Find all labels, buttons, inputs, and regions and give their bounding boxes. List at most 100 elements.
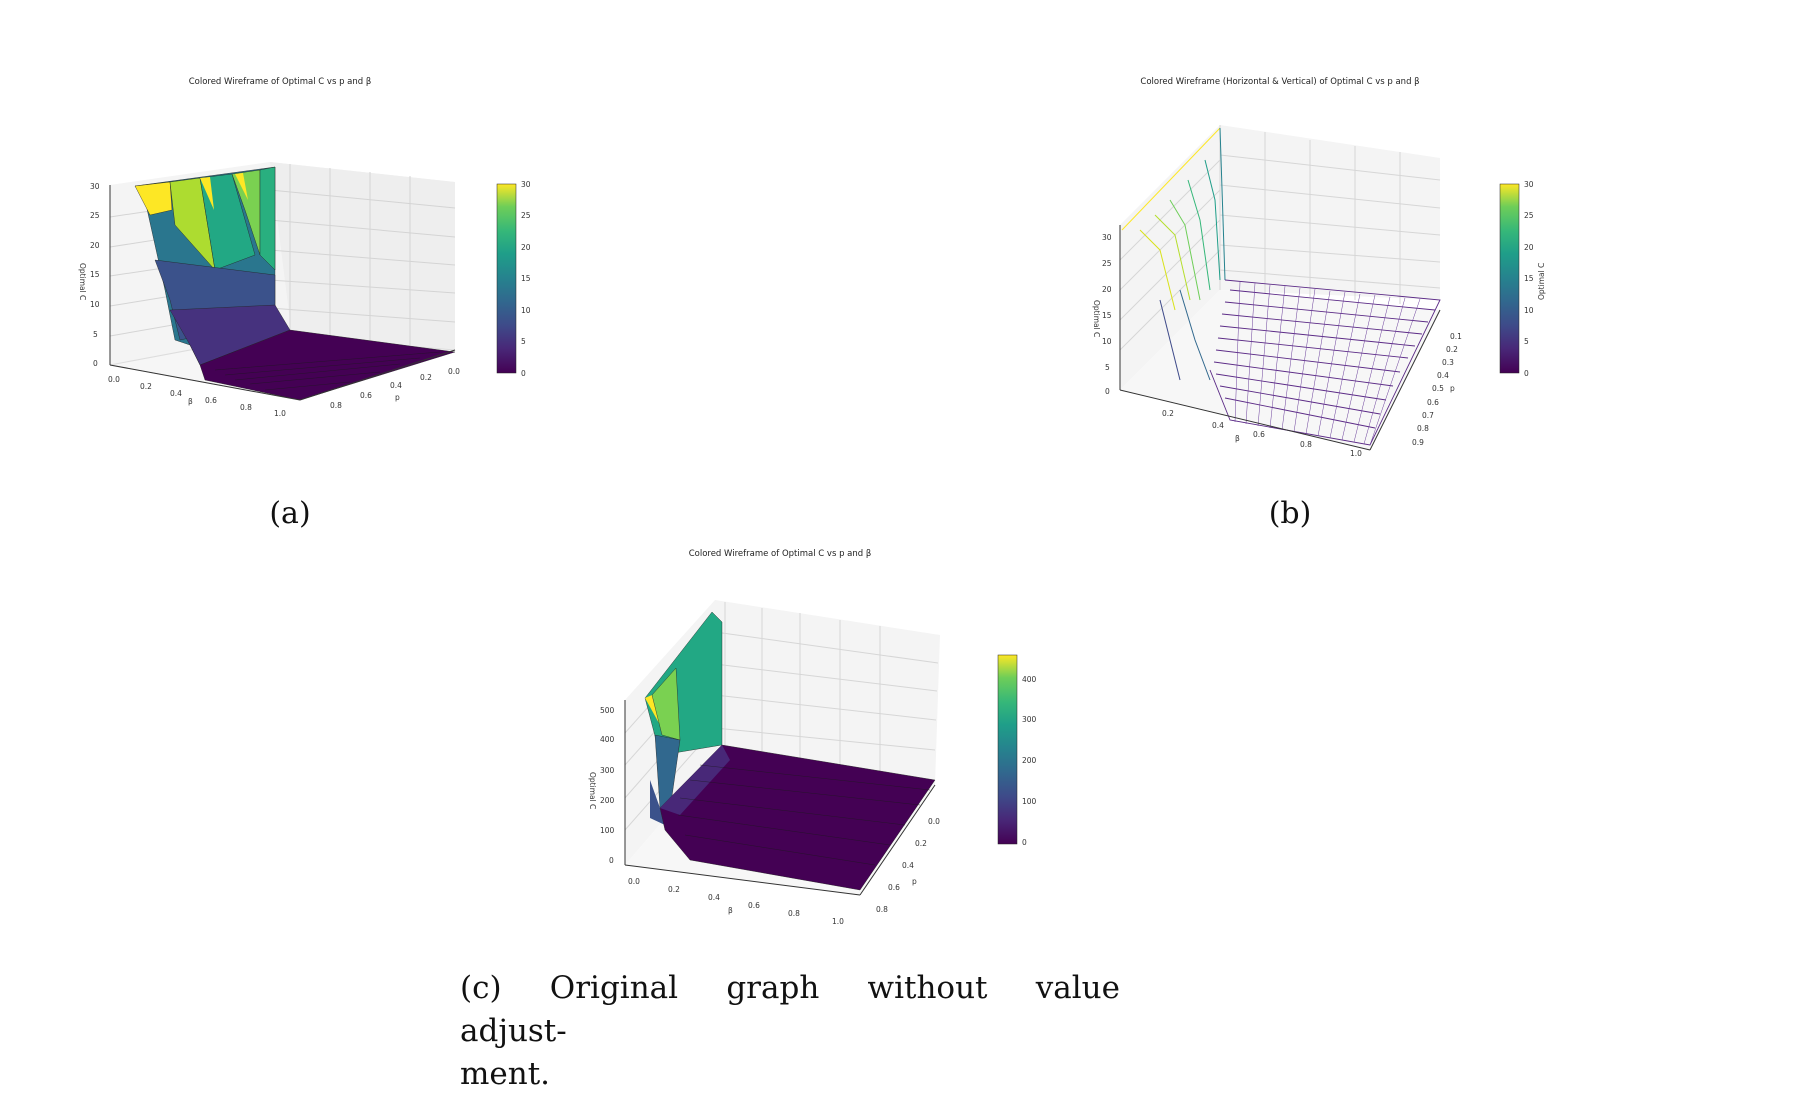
figure-b: Colored Wireframe (Horizontal & Vertical… — [1050, 0, 1812, 540]
figure-c-caption-line1: (c) Original graph without value adjust- — [460, 970, 1120, 1049]
svg-text:0.1: 0.1 — [1450, 332, 1462, 341]
svg-text:400: 400 — [600, 735, 615, 744]
svg-text:β: β — [188, 397, 193, 406]
svg-text:0.9: 0.9 — [1412, 438, 1424, 447]
svg-text:300: 300 — [600, 766, 615, 775]
svg-text:15: 15 — [521, 274, 531, 283]
svg-text:0.4: 0.4 — [1212, 421, 1224, 430]
svg-text:1.0: 1.0 — [1350, 449, 1362, 458]
svg-text:15: 15 — [1524, 274, 1534, 283]
svg-text:100: 100 — [1022, 797, 1037, 806]
svg-text:p: p — [912, 877, 917, 886]
svg-text:0.3: 0.3 — [1442, 358, 1454, 367]
figure-c-title: Colored Wireframe of Optimal C vs p and … — [688, 549, 872, 559]
svg-text:0.8: 0.8 — [240, 403, 252, 412]
svg-text:0.2: 0.2 — [1446, 345, 1458, 354]
svg-text:0.4: 0.4 — [1437, 371, 1449, 380]
svg-text:200: 200 — [600, 796, 615, 805]
svg-text:0.8: 0.8 — [330, 401, 342, 410]
svg-text:10: 10 — [521, 306, 531, 315]
svg-text:5: 5 — [1105, 363, 1110, 372]
svg-text:1.0: 1.0 — [832, 917, 844, 926]
svg-text:0.6: 0.6 — [205, 396, 217, 405]
colorbar-c — [997, 654, 1018, 845]
figure-a-caption: (a) — [269, 496, 311, 531]
svg-text:25: 25 — [1102, 259, 1112, 268]
svg-text:0.2: 0.2 — [915, 839, 927, 848]
svg-text:200: 200 — [1022, 756, 1037, 765]
svg-text:β: β — [728, 906, 733, 915]
svg-text:0.2: 0.2 — [668, 885, 680, 894]
svg-text:0: 0 — [1524, 369, 1529, 378]
figure-b-title: Colored Wireframe (Horizontal & Vertical… — [1140, 77, 1420, 87]
svg-text:15: 15 — [90, 270, 100, 279]
svg-text:0.6: 0.6 — [360, 391, 372, 400]
svg-text:0.2: 0.2 — [140, 382, 152, 391]
figure-b-plot: 30 25 20 15 10 5 0 0.2 0.4 0.6 0.8 1.0 β… — [1092, 125, 1546, 458]
colorbar-b — [1499, 183, 1520, 374]
svg-text:0.4: 0.4 — [170, 389, 182, 398]
svg-text:10: 10 — [90, 300, 100, 309]
svg-text:400: 400 — [1022, 675, 1037, 684]
figure-c-caption: (c) Original graph without value adjust-… — [460, 967, 1120, 1096]
svg-text:20: 20 — [1524, 243, 1534, 252]
svg-text:5: 5 — [93, 330, 98, 339]
svg-text:25: 25 — [521, 211, 531, 220]
figure-a: Colored Wireframe of Optimal C vs p and … — [0, 0, 600, 540]
svg-text:20: 20 — [521, 243, 531, 252]
svg-text:1.0: 1.0 — [274, 409, 286, 418]
svg-text:p: p — [395, 393, 400, 402]
svg-text:0.6: 0.6 — [1427, 398, 1439, 407]
svg-text:0: 0 — [521, 369, 526, 378]
svg-text:5: 5 — [1524, 337, 1529, 346]
figure-c: Colored Wireframe of Optimal C vs p and … — [0, 540, 1812, 1092]
colorbar-a — [496, 183, 517, 374]
svg-text:20: 20 — [90, 241, 100, 250]
svg-text:0.8: 0.8 — [876, 905, 888, 914]
svg-text:5: 5 — [521, 337, 526, 346]
svg-text:0.0: 0.0 — [448, 367, 460, 376]
svg-text:20: 20 — [1102, 285, 1112, 294]
svg-text:0.5: 0.5 — [1432, 384, 1444, 393]
svg-text:25: 25 — [1524, 211, 1534, 220]
svg-text:500: 500 — [600, 706, 615, 715]
svg-text:0.0: 0.0 — [928, 817, 940, 826]
svg-text:0.8: 0.8 — [788, 909, 800, 918]
svg-text:0.6: 0.6 — [748, 901, 760, 910]
svg-text:25: 25 — [90, 211, 100, 220]
svg-text:Optimal C: Optimal C — [1537, 263, 1546, 300]
figure-c-caption-line2: ment. — [460, 1056, 551, 1092]
svg-text:10: 10 — [1524, 306, 1534, 315]
svg-text:100: 100 — [600, 826, 615, 835]
svg-text:0.4: 0.4 — [708, 893, 720, 902]
svg-text:30: 30 — [90, 182, 100, 191]
figure-a-title: Colored Wireframe of Optimal C vs p and … — [188, 77, 372, 87]
svg-text:0.2: 0.2 — [1162, 409, 1174, 418]
svg-text:β: β — [1235, 434, 1240, 443]
svg-text:0: 0 — [609, 856, 614, 865]
svg-text:0.8: 0.8 — [1417, 424, 1429, 433]
svg-text:0: 0 — [1105, 387, 1110, 396]
svg-text:Optimal C: Optimal C — [78, 263, 87, 300]
svg-text:0.8: 0.8 — [1300, 440, 1312, 449]
svg-text:0.7: 0.7 — [1422, 411, 1434, 420]
svg-text:0.4: 0.4 — [902, 861, 914, 870]
svg-text:30: 30 — [1102, 233, 1112, 242]
figure-a-plot: 30 25 20 15 10 5 0 0.0 0.2 0.4 0.6 0.8 1… — [78, 162, 531, 418]
figure-c-plot: 500 400 300 200 100 0 0.0 0.2 0.4 0.6 0.… — [588, 600, 1037, 926]
svg-text:30: 30 — [521, 180, 531, 189]
svg-text:0.0: 0.0 — [108, 375, 120, 384]
svg-text:0: 0 — [1022, 838, 1027, 847]
svg-text:0.6: 0.6 — [888, 883, 900, 892]
svg-text:0.0: 0.0 — [628, 877, 640, 886]
svg-text:0.6: 0.6 — [1253, 430, 1265, 439]
svg-text:0.2: 0.2 — [420, 373, 432, 382]
svg-text:p: p — [1450, 384, 1455, 393]
svg-text:Optimal C: Optimal C — [588, 772, 597, 809]
svg-text:Optimal C: Optimal C — [1092, 300, 1101, 337]
svg-text:0.4: 0.4 — [390, 381, 402, 390]
svg-text:30: 30 — [1524, 180, 1534, 189]
svg-text:10: 10 — [1102, 337, 1112, 346]
figure-b-caption: (b) — [1268, 496, 1312, 531]
svg-text:15: 15 — [1102, 311, 1112, 320]
